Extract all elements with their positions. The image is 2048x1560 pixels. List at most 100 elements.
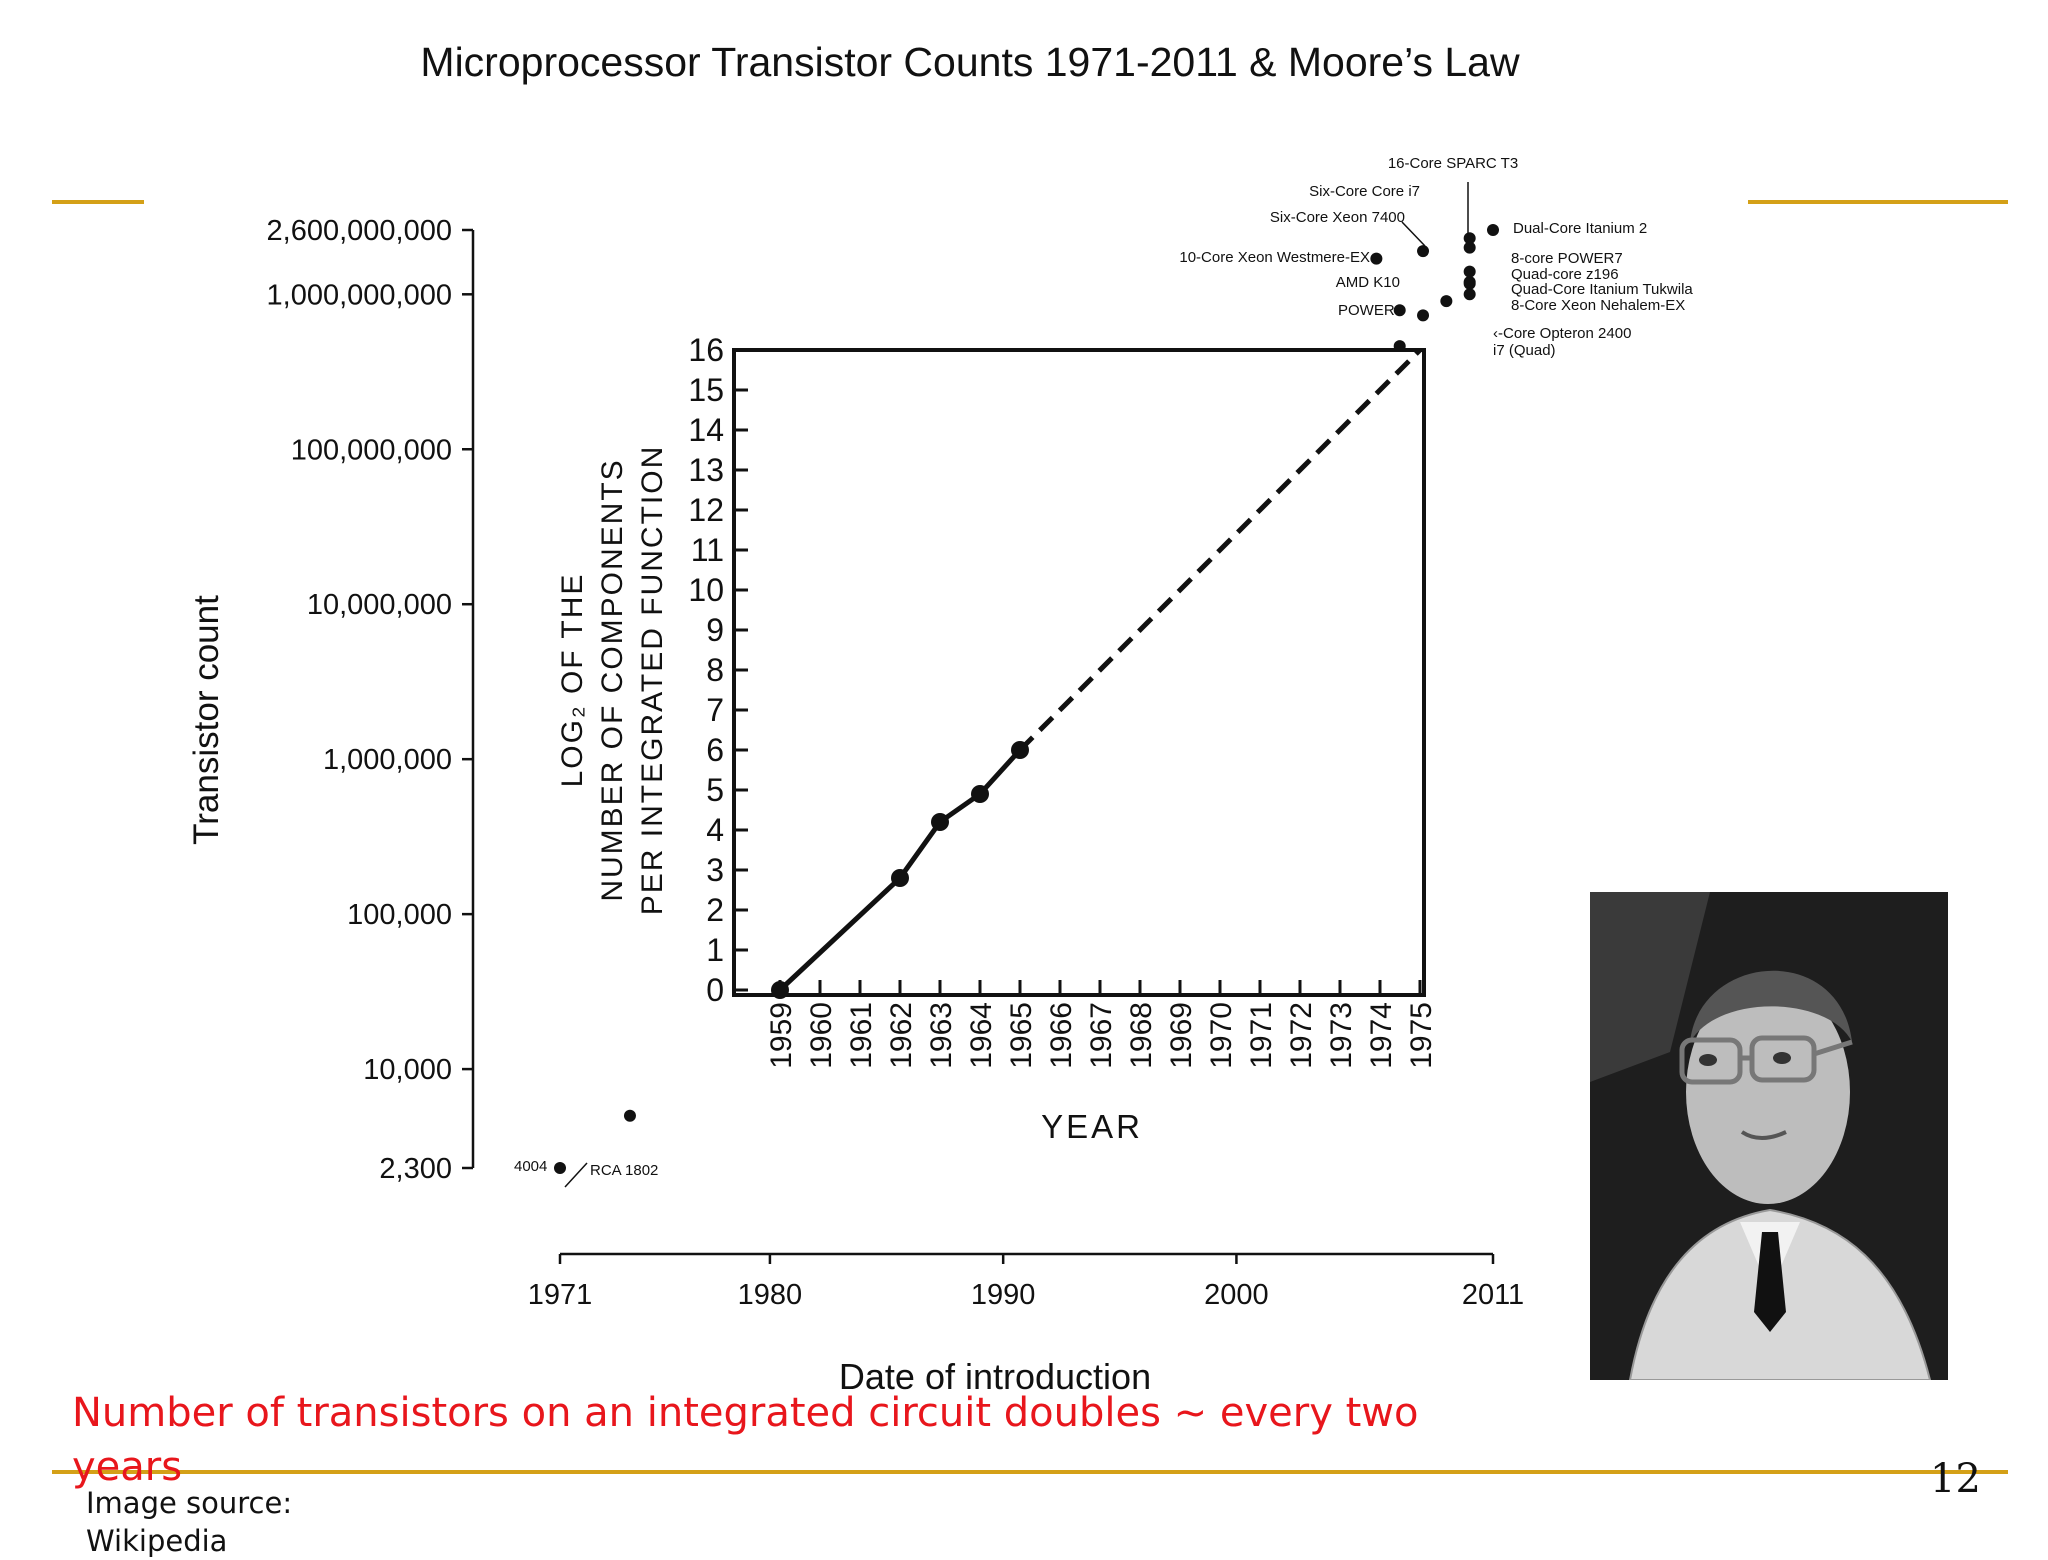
inset-data-point: [1011, 741, 1029, 759]
inset-y-tick-label: 8: [706, 652, 724, 688]
data-point: [1370, 252, 1383, 265]
inset-x-tick-label: 1960: [805, 1002, 838, 1069]
inset-data-point: [771, 981, 789, 999]
inset-x-tick-label: 1969: [1165, 1002, 1198, 1069]
y-tick-label: 2,300: [379, 1153, 452, 1185]
y-tick-label: 10,000,000: [307, 589, 452, 621]
inset-x-tick-label: 1968: [1125, 1002, 1158, 1069]
inset-y-tick-label: 11: [691, 532, 724, 568]
point-labels: 16-Core SPARC T3 Six-Core Core i7 Six-Core…: [514, 155, 1693, 1188]
inset-x-tick-label: 1959: [765, 1002, 798, 1069]
x-tick-label: 1980: [738, 1279, 803, 1311]
inset-x-tick-label: 1962: [885, 1002, 918, 1069]
point-label: 10-Core Xeon Westmere-EX: [1179, 249, 1370, 266]
point-label: Quad-core z196: [1511, 266, 1619, 283]
data-point: [1487, 224, 1499, 236]
inset-x-tick-label: 1970: [1205, 1002, 1238, 1069]
inset-x-tick-label: 1972: [1285, 1002, 1318, 1069]
data-point: [1440, 295, 1453, 308]
y-tick-label: 1,000,000,000: [267, 279, 452, 311]
chart-title: Microprocessor Transistor Counts 1971-20…: [420, 39, 1520, 85]
inset-x-tick-label: 1965: [1005, 1002, 1038, 1069]
y-tick-label: 10,000: [363, 1054, 452, 1086]
x-tick-label: 1990: [971, 1279, 1036, 1311]
portrait-photo: [1590, 892, 1948, 1380]
y-tick-label: 100,000: [347, 899, 452, 931]
inset-x-ticks: 1959 1960 1961 1962 1963 1964 1965 1966 1967 1968…: [765, 980, 1438, 1069]
point-label: 16-Core SPARC T3: [1388, 155, 1518, 172]
inset-x-tick-label: 1975: [1405, 1002, 1438, 1069]
inset-y-tick-label: 3: [706, 852, 724, 888]
inset-data-point: [931, 813, 949, 831]
point-label: Six-Core Core i7: [1309, 183, 1420, 200]
point-label: ‹-Core Opteron 2400: [1493, 325, 1631, 342]
x-tick-label: 2000: [1204, 1279, 1269, 1311]
point-label: Quad-Core Itanium Tukwila: [1511, 281, 1693, 298]
x-axis-ticks: 1971 1980 1990 2000 2011: [528, 1254, 1524, 1311]
point-label: RCA 1802: [590, 1162, 658, 1179]
inset-frame: [732, 348, 1426, 997]
inset-y-tick-label: 5: [706, 772, 724, 808]
inset-data-points: [771, 741, 1029, 999]
inset-data-point: [971, 785, 989, 803]
inset-x-tick-label: 1974: [1365, 1002, 1398, 1069]
data-point: [1393, 304, 1406, 317]
inset-y-tick-label: 4: [706, 812, 724, 848]
inset-x-tick-label: 1963: [925, 1002, 958, 1069]
point-label: 4004: [514, 1158, 547, 1175]
accent-rule-bottom: [52, 1470, 2008, 1474]
y-tick-label: 2,600,000,000: [267, 215, 452, 247]
inset-x-tick-label: 1966: [1045, 1002, 1078, 1069]
inset-y-axis-label-line-2: NUMBER OF COMPONENTS: [596, 458, 629, 901]
x-tick-label: 1971: [528, 1279, 593, 1311]
y-axis-ticks: 2,600,000,000 1,000,000,000 100,000,000 10,…: [267, 215, 473, 1185]
inset-y-tick-label: 7: [706, 692, 724, 728]
inset-y-tick-label: 6: [706, 732, 724, 768]
page-number: 12: [1930, 1456, 1981, 1502]
transistor-count-chart: Microprocessor Transistor Counts 1971-20…: [187, 39, 1693, 1397]
inset-x-tick-label: 1964: [965, 1002, 998, 1069]
y-tick-label: 100,000,000: [291, 434, 452, 466]
data-point: [1417, 245, 1430, 258]
inset-y-axis-label-line-3: PER INTEGRATED FUNCTION: [636, 445, 669, 915]
y-axis-label: Transistor count: [187, 595, 226, 845]
data-point: [554, 1162, 566, 1174]
point-label: AMD K10: [1336, 274, 1400, 291]
inset-x-tick-label: 1973: [1325, 1002, 1358, 1069]
data-point: [623, 1109, 636, 1122]
inset-y-tick-label: 14: [688, 412, 724, 448]
inset-y-tick-label: 16: [688, 332, 724, 368]
moores-law-statement: Number of transistors on an integrated c…: [72, 1390, 1419, 1490]
point-label: POWER6: [1338, 302, 1403, 319]
inset-x-tick-label: 1967: [1085, 1002, 1118, 1069]
inset-x-tick-label: 1971: [1245, 1002, 1278, 1069]
inset-y-tick-label: 13: [688, 452, 724, 488]
x-tick-label: 2011: [1462, 1279, 1524, 1311]
point-label: Six-Core Xeon 7400: [1270, 209, 1405, 226]
data-point: [1463, 232, 1476, 245]
x-axis-label: Date of introduction: [839, 1356, 1151, 1397]
inset-y-axis-label-line-1: LOG₂ OF THE: [556, 573, 589, 788]
data-point: [1463, 265, 1476, 278]
extrapolation-line: [1018, 348, 1422, 752]
inset-y-tick-label: 0: [706, 972, 724, 1008]
point-label: 8-Core Xeon Nehalem-EX: [1511, 297, 1685, 314]
data-point: [1463, 241, 1476, 254]
label-leader: [1401, 221, 1426, 247]
data-point: [1417, 309, 1430, 322]
inset-y-tick-label: 1: [706, 932, 724, 968]
point-label: i7 (Quad): [1493, 342, 1556, 359]
data-point: [1463, 288, 1476, 301]
inset-y-tick-label: 9: [706, 612, 724, 648]
inset-y-tick-label: 2: [706, 892, 724, 928]
inset-y-tick-label: 12: [688, 492, 724, 528]
accent-rule-top-left: [52, 200, 144, 204]
inset-x-axis-label: YEAR: [1041, 1108, 1143, 1145]
accent-rule-top-right: [1748, 200, 2008, 204]
y-tick-label: 1,000,000: [323, 744, 452, 776]
inset-y-tick-label: 15: [688, 372, 724, 408]
